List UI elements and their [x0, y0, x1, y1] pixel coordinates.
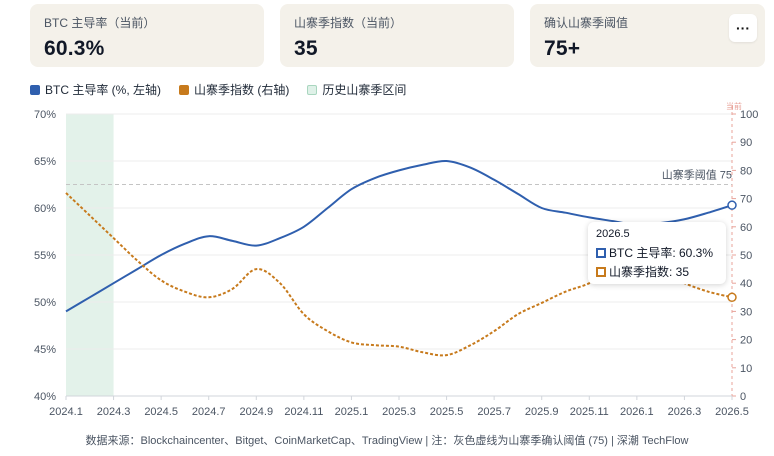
tooltip-swatch [596, 247, 606, 258]
left-axis-tick-label: 70% [34, 109, 56, 121]
legend-item-altseason[interactable]: 山寨季指数 (右轴) [179, 81, 289, 98]
btc-dominance-card: BTC 主导率（当前） 60.3% [30, 4, 264, 67]
altseason-index-card: 山寨季指数（当前） 35 [280, 4, 514, 67]
card-value: 60.3% [44, 37, 105, 60]
x-axis-tick-label: 2025.5 [430, 406, 464, 418]
card-value: 35 [294, 37, 318, 60]
btc-dominance-end-point [727, 200, 737, 210]
card-label: 山寨季指数（当前） [294, 16, 403, 30]
x-axis-tick-label: 2024.7 [192, 406, 226, 418]
legend-swatch [307, 84, 318, 95]
chart-footer-source: 数据来源：Blockchaincenter、Bitget、CoinMarketC… [85, 435, 689, 447]
legend-label: BTC 主导率 (%, 左轴) [45, 83, 161, 97]
tooltip-text: 山寨季指数: 35 [609, 265, 690, 279]
legend-label: 山寨季指数 (右轴) [194, 83, 290, 97]
card-value: 75+ [544, 37, 581, 60]
x-axis-tick-label: 2024.3 [97, 406, 131, 418]
left-axis-tick-label: 55% [34, 250, 56, 262]
right-axis-tick-label: 50 [740, 250, 752, 262]
tooltip-row-btc: BTC 主导率: 60.3% [596, 244, 718, 261]
right-axis-tick-label: 10 [740, 363, 752, 375]
x-axis-tick-label: 2026.3 [668, 406, 702, 418]
x-axis-tick-label: 2026.1 [620, 406, 654, 418]
x-axis-tick-label: 2025.11 [570, 406, 609, 418]
x-axis-tick-label: 2025.9 [525, 406, 559, 418]
right-axis-tick-label: 100 [740, 109, 758, 121]
right-axis-tick-label: 40 [740, 278, 752, 290]
right-axis-tick-label: 0 [740, 391, 746, 403]
x-axis-tick-label: 2024.5 [144, 406, 178, 418]
right-axis-tick-label: 60 [740, 222, 752, 234]
right-axis-tick-label: 30 [740, 306, 752, 318]
legend-item-btc[interactable]: BTC 主导率 (%, 左轴) [30, 81, 161, 98]
right-axis-tick-label: 20 [740, 335, 752, 347]
tooltip-text: BTC 主导率: 60.3% [609, 246, 714, 260]
left-axis-tick-label: 65% [34, 156, 56, 168]
left-axis-tick-label: 40% [34, 391, 56, 403]
chart-legend: BTC 主导率 (%, 左轴) 山寨季指数 (右轴) 历史山寨季区间 [30, 81, 406, 98]
tooltip-swatch [596, 266, 606, 277]
x-axis-tick-label: 2024.11 [284, 406, 323, 418]
more-options-button[interactable]: ··· [729, 14, 757, 42]
threshold-card: 确认山寨季阈值 75+ ··· [530, 4, 765, 67]
altseason-index-end-point [727, 292, 737, 303]
card-label: BTC 主导率（当前） [44, 16, 156, 30]
legend-swatch [30, 84, 40, 95]
threshold-label: 山寨季阈值 75 [662, 168, 732, 182]
right-axis-current-label: 当前 [726, 101, 742, 111]
left-axis-tick-label: 60% [34, 203, 56, 215]
card-label: 确认山寨季阈值 [544, 16, 629, 30]
left-axis-tick-label: 50% [34, 297, 56, 309]
x-axis-tick-label: 2025.3 [382, 406, 416, 418]
legend-label: 历史山寨季区间 [322, 83, 407, 97]
left-axis-tick-label: 45% [34, 344, 56, 356]
x-axis-tick-label: 2026.5 [715, 406, 749, 418]
x-axis-tick-label: 2024.1 [49, 406, 83, 418]
right-axis-tick-label: 90 [740, 137, 752, 149]
tooltip-row-altseason: 山寨季指数: 35 [596, 263, 718, 280]
dual-axis-line-chart: 40% 45% 50% 55% 60% 65% 70% 0 10 20 30 40 50 60 70 80 90… [34, 101, 758, 418]
x-axis-tick-label: 2025.7 [477, 406, 511, 418]
legend-swatch [179, 84, 189, 95]
legend-item-region[interactable]: 历史山寨季区间 [307, 81, 406, 98]
right-axis-tick-label: 80 [740, 165, 752, 177]
tooltip-title: 2026.5 [596, 228, 630, 240]
x-axis-tick-label: 2025.1 [335, 406, 369, 418]
right-axis-tick-label: 70 [740, 194, 752, 206]
chart-tooltip: 2026.5 BTC 主导率: 60.3% 山寨季指数: 35 [588, 222, 726, 284]
x-axis-tick-label: 2024.9 [239, 406, 273, 418]
